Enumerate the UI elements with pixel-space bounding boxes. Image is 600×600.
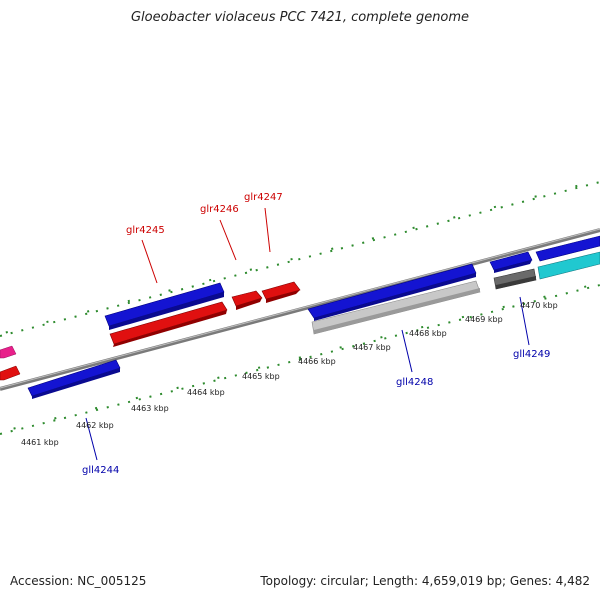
map-title: Gloeobacter violaceus PCC 7421, complete… <box>130 10 470 25</box>
kbp-label: 4465 kbp <box>242 372 280 381</box>
kbp-label: 4469 kbp <box>465 315 503 324</box>
gene-gll4244 <box>27 359 121 399</box>
label-glr4246: glr4246 <box>200 204 239 215</box>
genome-summary-text: Topology: circular; Length: 4,659,019 bp… <box>260 574 590 588</box>
gene-glr4246 <box>231 290 263 310</box>
inner-tick-track-major <box>0 282 600 433</box>
gene-glr4245-red <box>109 301 228 347</box>
kbp-label: 4464 kbp <box>187 388 225 397</box>
kbp-label: 4463 kbp <box>131 404 169 413</box>
gene-gll4249-darkgray <box>493 268 537 290</box>
genome-backbone <box>0 228 600 391</box>
label-gll4244: gll4244 <box>82 465 119 476</box>
kbp-label: 4470 kbp <box>520 301 558 310</box>
gene-pink-forward-edge <box>0 345 17 359</box>
genome-backbone-highlight <box>0 228 600 389</box>
leader-gll4249 <box>519 296 530 346</box>
gene-glr4245-blue <box>104 282 225 330</box>
kbp-label: 4468 kbp <box>409 329 447 338</box>
kbp-label: 4462 kbp <box>76 421 114 430</box>
label-glr4247: glr4247 <box>244 192 283 203</box>
gene-gll4248-blue <box>307 263 477 321</box>
outer-tick-track <box>0 181 600 337</box>
gene-gll4249-blue <box>489 251 533 273</box>
label-glr4245: glr4245 <box>126 225 165 236</box>
inner-tick-track <box>0 284 600 435</box>
kbp-label: 4466 kbp <box>298 357 336 366</box>
leader-gll4248 <box>401 329 413 373</box>
label-gll4248: gll4248 <box>396 377 433 388</box>
gene-gll4248-gray <box>311 280 481 335</box>
accession-text: Accession: NC_005125 <box>10 574 147 588</box>
gene-blue-right <box>535 235 600 262</box>
kbp-label: 4461 kbp <box>21 438 59 447</box>
leader-glr4245 <box>141 239 158 284</box>
gene-red-forward-edge <box>0 365 21 381</box>
leader-gll4244 <box>85 417 98 461</box>
leader-glr4246 <box>219 219 237 261</box>
label-gll4249: gll4249 <box>513 349 550 360</box>
kbp-label: 4467 kbp <box>353 343 391 352</box>
gene-glr4247 <box>261 281 301 303</box>
gene-cyan-right <box>537 251 600 280</box>
leader-glr4247 <box>264 207 271 253</box>
